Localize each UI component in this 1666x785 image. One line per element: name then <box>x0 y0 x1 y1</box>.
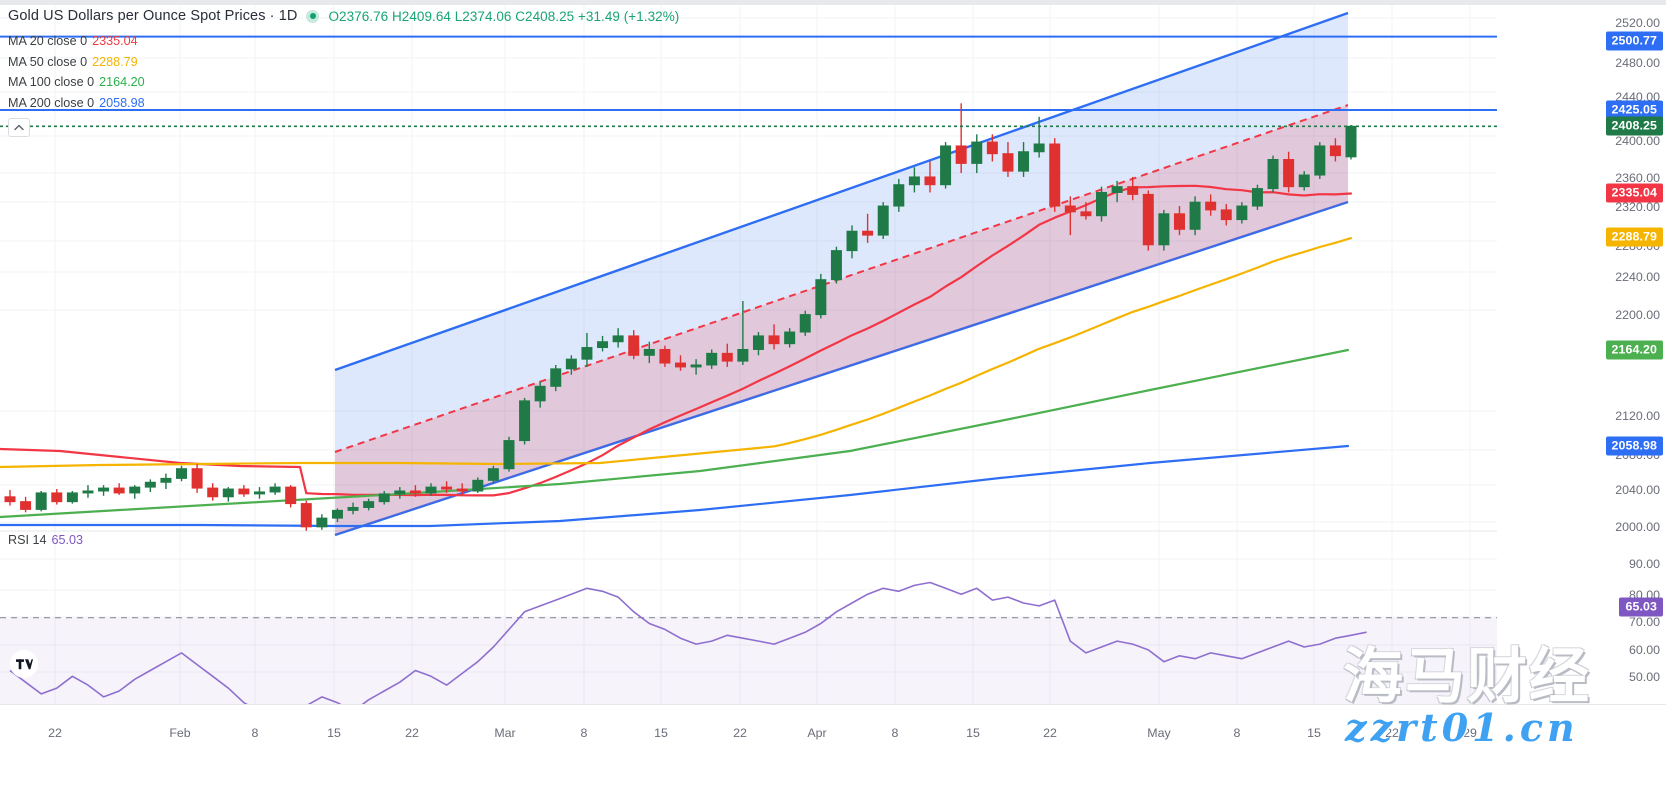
ma100-line <box>0 348 1350 519</box>
chart-plot-area[interactable] <box>0 5 1497 704</box>
rsi-band <box>0 617 1497 704</box>
time-axis-tick: 8 <box>580 726 588 740</box>
time-axis-tick: May <box>1147 726 1171 740</box>
blue-channel-lower <box>334 200 1349 537</box>
price-axis-tick: 2120.00 <box>1615 409 1660 423</box>
price-axis-tick: 2200.00 <box>1615 308 1660 322</box>
rsi-value-tag[interactable]: 65.03 <box>1619 597 1663 617</box>
price-axis-tick: 70.00 <box>1628 615 1660 629</box>
rsi-legend-value: 65.03 <box>51 533 84 547</box>
candlestick-series <box>4 103 1357 531</box>
page-title: Gold US Dollars per Ounce Spot Prices · … <box>8 8 298 24</box>
price-axis-tick: 50.00 <box>1628 670 1660 684</box>
ma-legend-value: 2058.98 <box>99 95 145 110</box>
time-axis-tick: 22 <box>1043 726 1057 740</box>
chart-legend: Gold US Dollars per Ounce Spot Prices · … <box>8 8 679 137</box>
price-axis[interactable]: 2520.00 2480.00 2440.00 2400.00 2360.00 2320.… <box>1497 5 1666 747</box>
time-axis-tick: Feb <box>169 726 191 740</box>
legend-primary-row: Gold US Dollars per Ounce Spot Prices · … <box>8 8 679 24</box>
time-axis-tick: 15 <box>654 726 668 740</box>
time-axis-tick: 22 <box>1385 726 1399 740</box>
time-axis-tick: 8 <box>251 726 259 740</box>
tradingview-logo-icon <box>15 658 33 669</box>
price-axis-tick: 2240.00 <box>1615 270 1660 284</box>
price-axis-tick: 2320.00 <box>1615 200 1660 214</box>
ma-legend-label: MA 20 close 0 <box>8 34 88 48</box>
blue-channel-upper <box>334 11 1349 372</box>
ma50-line <box>0 237 1353 469</box>
time-axis-tick: 29 <box>1463 726 1477 740</box>
ma-legend-label: MA 50 close 0 <box>8 54 88 69</box>
ma-legend-row-4[interactable]: MA 200 close 0 2058.98 <box>8 93 679 114</box>
pink-channel-median <box>334 104 1349 453</box>
moving-average-legend-list: MA 20 close 0 2335.04 MA 50 close 0 2288.79… <box>8 31 679 113</box>
ma-legend-label: MA 200 close 0 <box>8 95 95 110</box>
ma-legend-label: MA 100 close 0 <box>8 75 95 89</box>
time-axis[interactable]: 22 Feb 8 15 22 Mar 8 15 22 Apr 8 15 22 May 8 15 22 29 <box>0 704 1666 785</box>
time-axis-tick: Mar <box>494 726 516 740</box>
rsi-legend: RSI 14 65.03 <box>8 533 83 547</box>
time-axis-tick: Apr <box>807 726 827 740</box>
time-axis-tick: 8 <box>891 726 899 740</box>
time-axis-tick: 15 <box>327 726 341 740</box>
ma-legend-value: 2288.79 <box>92 54 138 69</box>
last-price-tag[interactable]: 2408.25 <box>1605 116 1663 136</box>
chart-canvas <box>0 5 1497 704</box>
ma-legend-row-3[interactable]: MA 100 close 0 2164.20 <box>8 72 679 93</box>
grid-lines <box>0 5 1497 704</box>
rsi-legend-label: RSI 14 <box>8 533 47 547</box>
rsi-line <box>9 581 1367 704</box>
ma20-price-tag[interactable]: 2335.04 <box>1605 183 1663 203</box>
ohlc-values: O2376.76 H2409.64 L2374.06 C2408.25 +31.… <box>328 8 680 24</box>
ma200-line <box>0 444 1350 528</box>
ma-legend-value: 2335.04 <box>92 34 138 48</box>
window-top-strip <box>0 0 1666 5</box>
price-axis-tick: 2000.00 <box>1615 520 1660 534</box>
price-axis-tick: 2480.00 <box>1615 56 1660 70</box>
price-axis-tick: 60.00 <box>1628 643 1660 657</box>
ma-legend-row-1[interactable]: MA 20 close 0 2335.04 <box>8 31 679 52</box>
ma50-price-tag[interactable]: 2288.79 <box>1605 227 1663 247</box>
ma100-price-tag[interactable]: 2164.20 <box>1605 340 1663 360</box>
time-axis-tick: 15 <box>966 726 980 740</box>
pink-channel-fill <box>335 105 1348 535</box>
time-axis-tick: 8 <box>1233 726 1241 740</box>
collapse-legend-button[interactable] <box>8 118 30 137</box>
price-axis-tick: 2360.00 <box>1615 171 1660 185</box>
price-axis-tick: 2400.00 <box>1615 134 1660 148</box>
price-axis-tick: 2040.00 <box>1615 483 1660 497</box>
time-axis-tick: 22 <box>733 726 747 740</box>
price-axis-tick: 2520.00 <box>1615 16 1660 30</box>
time-axis-tick: 22 <box>405 726 419 740</box>
price-axis-tick: 90.00 <box>1628 557 1660 571</box>
ma-legend-value: 2164.20 <box>99 75 145 89</box>
ma200-price-tag[interactable]: 2058.98 <box>1605 436 1663 456</box>
ma-legend-row-2[interactable]: MA 50 close 0 2288.79 <box>8 52 679 73</box>
upper-channel-price-tag[interactable]: 2500.77 <box>1605 31 1663 51</box>
time-axis-tick: 15 <box>1307 726 1321 740</box>
tradingview-logo-button[interactable] <box>10 650 38 678</box>
resistance-price-tag[interactable]: 2425.05 <box>1605 100 1663 120</box>
chevron-up-icon <box>14 124 24 131</box>
time-axis-tick: 22 <box>48 726 62 740</box>
circle-dot-icon <box>306 9 320 23</box>
